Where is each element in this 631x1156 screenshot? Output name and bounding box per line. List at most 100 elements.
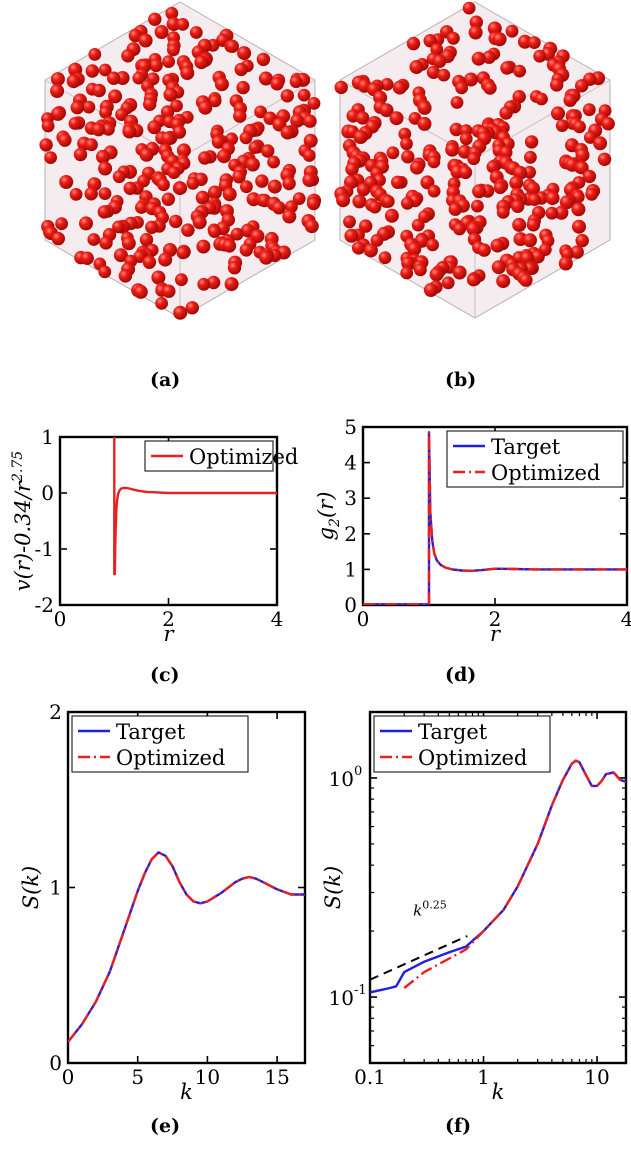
legend-box	[373, 715, 551, 773]
sphere	[407, 241, 422, 256]
sphere	[272, 201, 286, 215]
sphere	[154, 25, 169, 39]
sphere	[345, 162, 359, 176]
sphere	[96, 149, 110, 164]
sphere	[169, 214, 183, 229]
sphere	[98, 265, 112, 279]
x-axis-label: r	[490, 622, 502, 646]
sphere	[230, 227, 244, 241]
sphere	[398, 127, 412, 141]
sphere	[175, 273, 188, 287]
sphere	[427, 155, 441, 169]
caption-d: (d)	[445, 664, 476, 686]
sphere	[491, 260, 506, 275]
sphere	[98, 63, 112, 77]
sphere	[88, 48, 102, 61]
sphere	[232, 170, 246, 184]
sphere	[132, 71, 146, 85]
sphere	[121, 49, 135, 63]
sphere	[400, 266, 414, 280]
sphere	[379, 103, 394, 118]
y-tick-label: 2	[49, 700, 62, 724]
sphere	[227, 261, 242, 275]
legend: Optimized	[144, 440, 298, 472]
sphere	[267, 179, 282, 194]
sphere	[139, 233, 154, 247]
sphere	[496, 206, 510, 219]
sphere	[512, 217, 527, 232]
sphere	[370, 233, 384, 247]
sphere	[254, 105, 267, 119]
sphere	[192, 215, 207, 230]
legend-label: Optimized	[189, 445, 298, 469]
sphere	[151, 270, 166, 285]
sphere	[551, 106, 565, 121]
sphere	[409, 60, 424, 74]
sphere	[211, 135, 226, 149]
sphere	[437, 68, 451, 82]
y-tick-label: -1	[35, 537, 54, 561]
legend-label: Optimized	[116, 746, 225, 770]
sphere	[239, 243, 253, 257]
sphere	[145, 220, 159, 234]
sphere	[401, 150, 415, 164]
sphere	[441, 276, 455, 290]
sphere	[79, 216, 93, 231]
sphere	[427, 184, 441, 198]
sphere	[248, 141, 262, 155]
sphere	[573, 120, 586, 134]
sphere	[572, 219, 586, 234]
x-tick-label: 15	[264, 1065, 289, 1089]
sphere	[240, 180, 253, 194]
sphere	[406, 36, 421, 51]
sphere	[163, 87, 178, 102]
sphere	[533, 49, 547, 63]
x-tick-label: 10	[195, 1065, 220, 1089]
slope-annotation: k0.25	[413, 899, 447, 920]
sphere	[122, 124, 137, 139]
sphere	[467, 273, 480, 287]
sphere	[467, 152, 481, 166]
y-tick-label: 10	[329, 986, 354, 1010]
y-axis-label: S(k)	[19, 866, 43, 910]
sphere	[558, 256, 573, 271]
sphere	[282, 209, 297, 224]
sphere	[462, 1, 476, 15]
sphere	[261, 144, 275, 158]
sphere	[517, 34, 532, 49]
legend-box	[446, 430, 624, 488]
sphere	[87, 233, 101, 246]
sphere	[91, 122, 106, 137]
sphere	[550, 78, 564, 92]
sphere	[69, 188, 83, 201]
sphere	[450, 96, 464, 109]
sphere	[509, 175, 524, 190]
sphere	[429, 267, 444, 282]
sphere	[472, 184, 487, 199]
x-tick-label: 1	[477, 1065, 490, 1089]
sphere	[225, 39, 239, 53]
sphere	[233, 109, 247, 123]
sphere	[181, 223, 195, 237]
sphere	[282, 176, 296, 191]
sphere	[123, 181, 137, 195]
sphere	[206, 275, 221, 290]
sphere	[157, 178, 170, 192]
sphere	[352, 194, 367, 209]
sphere	[176, 18, 190, 31]
sphere	[353, 130, 368, 144]
x-tick-label: 0.1	[354, 1065, 386, 1089]
series-line-optimized	[403, 759, 626, 989]
y-axis-label: g2(r)	[314, 492, 343, 541]
sphere	[51, 106, 65, 121]
sphere	[189, 26, 203, 39]
sphere	[459, 132, 473, 146]
sphere	[280, 125, 295, 140]
sphere	[297, 88, 311, 102]
sphere	[97, 205, 112, 219]
sphere	[417, 100, 432, 115]
sphere	[499, 106, 513, 120]
sphere	[545, 191, 560, 206]
